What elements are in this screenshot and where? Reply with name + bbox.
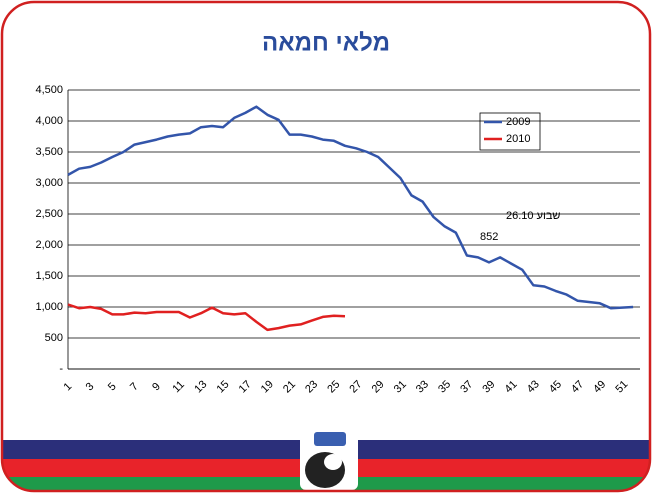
y-tick-label: 4,500 bbox=[35, 84, 63, 96]
x-tick-label: 51 bbox=[613, 378, 630, 395]
y-tick-label: 3,500 bbox=[35, 146, 63, 158]
series-line bbox=[68, 107, 633, 309]
x-tick-label: 7 bbox=[128, 381, 141, 394]
x-tick-label: 47 bbox=[569, 378, 586, 395]
x-tick-label: 3 bbox=[84, 381, 97, 394]
x-tick-label: 15 bbox=[214, 378, 231, 395]
y-tick-label: 500 bbox=[45, 332, 63, 344]
x-tick-label: 33 bbox=[414, 378, 431, 395]
series-line bbox=[68, 305, 345, 330]
x-tick-label: 21 bbox=[281, 378, 298, 395]
annotation: שבוע 26.10 bbox=[506, 210, 560, 222]
x-tick-label: 23 bbox=[303, 378, 320, 395]
y-tick-label: 4,000 bbox=[35, 115, 63, 127]
logo bbox=[300, 432, 358, 490]
x-tick-label: 11 bbox=[170, 379, 187, 396]
x-tick-label: 31 bbox=[392, 378, 409, 395]
x-tick-label: 17 bbox=[237, 378, 254, 395]
y-tick-label: 1,500 bbox=[35, 270, 63, 282]
y-tick-label: 1,000 bbox=[35, 301, 63, 313]
chart: מלאי חמאה שבוע 26.10 852 - 500 1,000 1,500 2… bbox=[0, 0, 652, 493]
x-tick-label: 27 bbox=[347, 378, 364, 395]
x-tick-label: 9 bbox=[150, 381, 163, 394]
legend-label: 2009 bbox=[506, 116, 530, 128]
x-tick-label: 35 bbox=[436, 378, 453, 395]
x-tick-label: 29 bbox=[370, 378, 387, 395]
x-tick-label: 1 bbox=[62, 381, 75, 394]
x-tick-label: 19 bbox=[259, 378, 276, 395]
x-tick-label: 43 bbox=[525, 378, 542, 395]
x-tick-label: 37 bbox=[458, 378, 475, 395]
x-tick-label: 39 bbox=[480, 378, 497, 395]
chart-title: מלאי חמאה bbox=[262, 29, 390, 56]
x-tick-label: 13 bbox=[192, 378, 209, 395]
frame bbox=[2, 2, 650, 491]
x-tick-label: 5 bbox=[106, 381, 119, 394]
x-tick-label: 41 bbox=[503, 378, 520, 395]
annotation: 852 bbox=[480, 231, 498, 243]
x-tick-label: 49 bbox=[591, 378, 608, 395]
x-tick-label: 25 bbox=[325, 378, 342, 395]
y-tick-label: 2,500 bbox=[35, 208, 63, 220]
legend-label: 2010 bbox=[506, 133, 530, 145]
y-tick-label: - bbox=[59, 363, 63, 375]
y-tick-label: 3,000 bbox=[35, 177, 63, 189]
y-tick-label: 2,000 bbox=[35, 239, 63, 251]
x-tick-label: 45 bbox=[547, 378, 564, 395]
